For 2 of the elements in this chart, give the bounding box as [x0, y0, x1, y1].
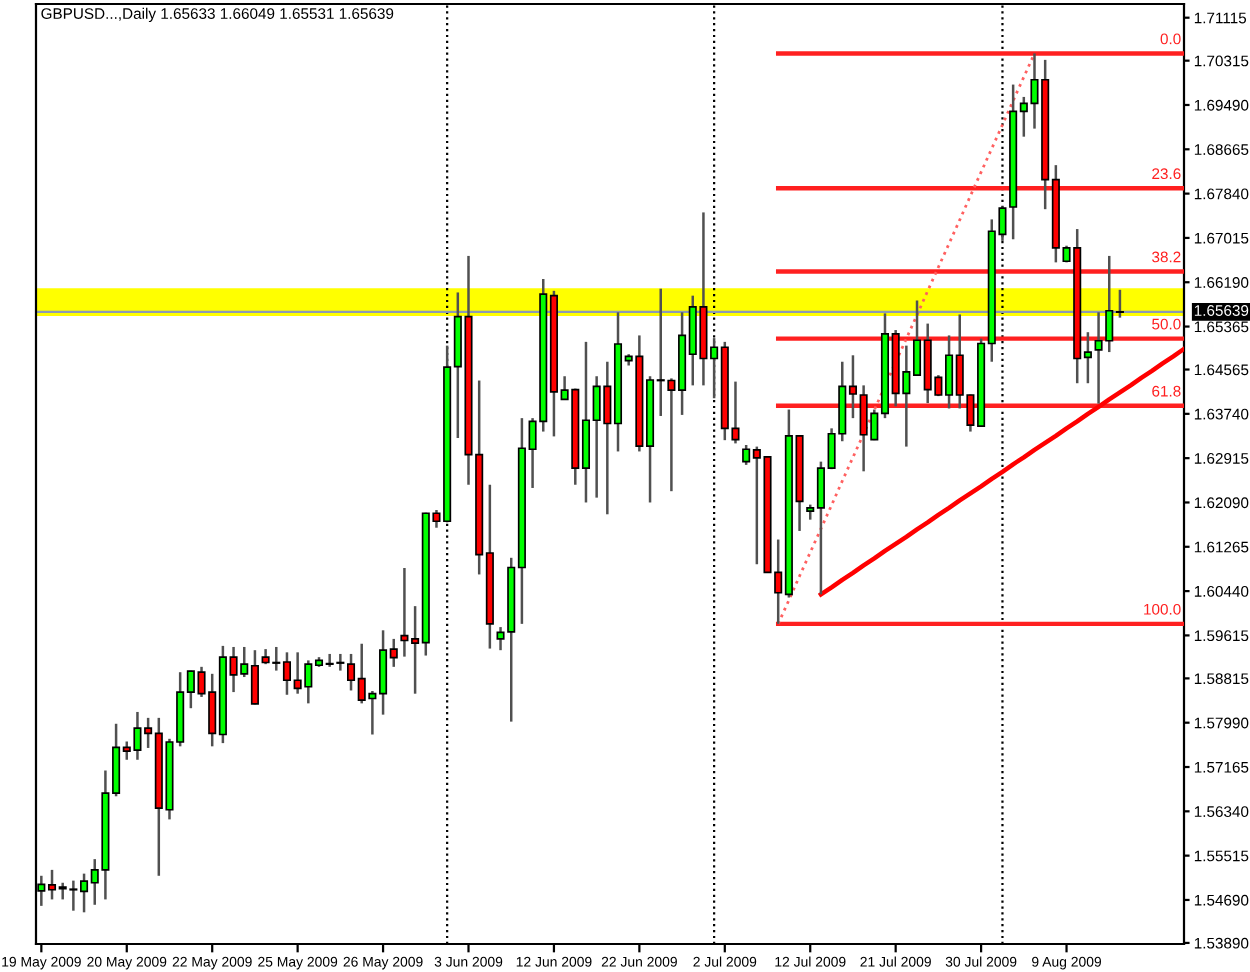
line-series: [776, 52, 1036, 626]
line-series: [818, 346, 1184, 597]
